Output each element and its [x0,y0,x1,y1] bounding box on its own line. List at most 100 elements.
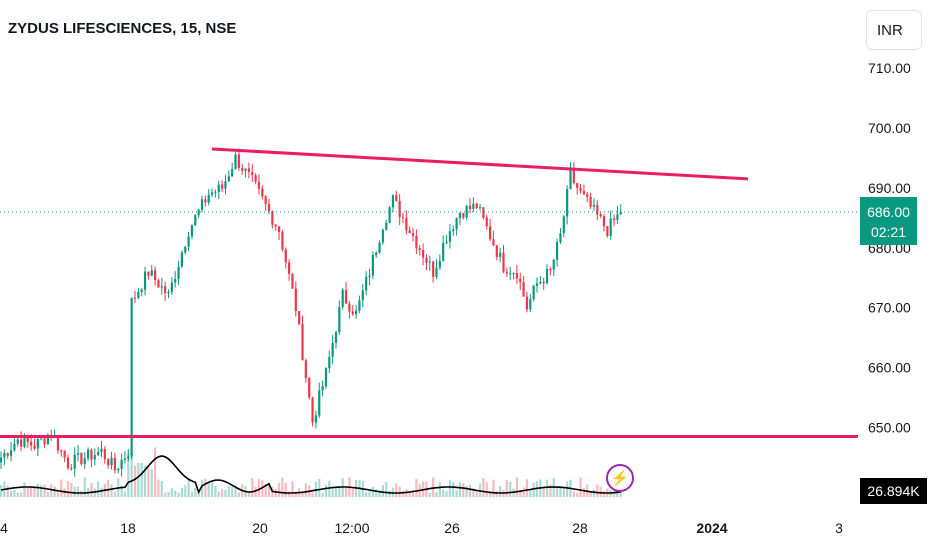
candle-body [73,454,76,469]
candle-body [207,194,210,203]
volume-bar [13,489,16,497]
candle-body [56,437,60,451]
candle-body [371,255,374,276]
volume-bar [365,492,368,497]
candle-body [388,207,391,223]
volume-bar [509,481,512,497]
y-tick-label: 670.00 [868,300,911,316]
volume-bar [154,447,157,497]
volume-bar [137,462,140,497]
volume-bar [408,491,411,497]
candle-body [375,252,378,256]
volume-bar [579,477,582,497]
candle-body [321,386,324,391]
volume-bar [16,492,19,497]
candle-body [90,449,93,460]
volume-bar [30,486,33,497]
candle-body [13,443,16,451]
volume-bar [576,492,579,497]
candle-body [6,452,9,456]
volume-bar [291,481,294,497]
volume-bar [6,485,9,497]
volume-bar [596,484,599,497]
candle-body [566,189,569,217]
volume-bar [200,479,204,497]
candle-body [217,184,220,192]
candle-body [227,176,230,182]
candle-body [368,275,371,277]
candle-body [23,436,26,447]
volume-bar [428,492,431,497]
volume-bar [492,479,495,497]
candle-body [107,459,110,466]
volume-bar [33,487,36,497]
candle-body [271,211,274,225]
candle-body [428,261,431,263]
candle-body [318,390,321,416]
volume-bar [123,491,127,497]
candle-body [311,397,314,423]
candle-body [452,229,455,232]
candle-body [274,224,277,227]
candle-body [385,222,388,230]
lightning-bolt-icon[interactable]: ⚡ [606,464,634,492]
candle-body [435,267,438,277]
candle-body [401,216,405,218]
candle-body [194,215,197,226]
candle-body [26,436,29,442]
candle-body [177,266,180,279]
candle-body [174,278,177,283]
candle-body [512,273,515,275]
candle-body [348,303,351,312]
volume-bar [140,462,143,497]
candle-body [167,291,170,294]
x-tick-label: 12:00 [334,520,369,536]
candle-body [525,296,529,310]
volume-bar [221,489,224,497]
candle-body [391,195,395,208]
volume-bar [9,490,13,497]
candle-body [472,203,475,209]
candle-body [261,188,264,197]
volume-bar [237,492,240,497]
candle-body [549,269,552,271]
candle-body [529,299,532,310]
candle-body [197,209,200,216]
volume-bar [525,479,529,497]
candle-body [184,246,187,253]
volume-bar [97,481,100,497]
currency-selector[interactable]: INR [866,10,922,50]
candle-body [455,218,458,230]
candle-body [361,290,364,301]
candle-body [562,216,565,234]
volume-bar [465,486,468,497]
candle-body [143,271,147,290]
y-axis-tick-labels: 650.00660.00670.00680.00690.00700.00710.… [868,60,911,435]
candle-body [180,252,183,267]
candle-body [100,448,103,452]
volume-bar [505,480,508,497]
volume-bar [468,484,472,497]
volume-bar [529,490,532,497]
volume-bar [351,487,354,497]
candle-body [241,168,244,171]
candle-body [231,169,234,177]
volume-bar [311,492,314,497]
candle-body [160,286,163,288]
volume-bar [187,477,190,497]
candle-body [509,273,512,275]
volume-bar [167,491,170,497]
volume-bar [519,490,522,497]
volume-bar [432,477,435,497]
candle-body [277,226,281,232]
volume-bar [288,491,291,497]
candle-body [465,205,468,218]
candle-body [482,207,485,218]
volume-bar [76,486,80,497]
candle-body [495,245,498,257]
volume-bar [277,483,281,497]
candle-body [545,269,549,284]
candle-body [445,241,448,244]
candle-body [458,213,462,219]
volume-bar [150,469,153,497]
